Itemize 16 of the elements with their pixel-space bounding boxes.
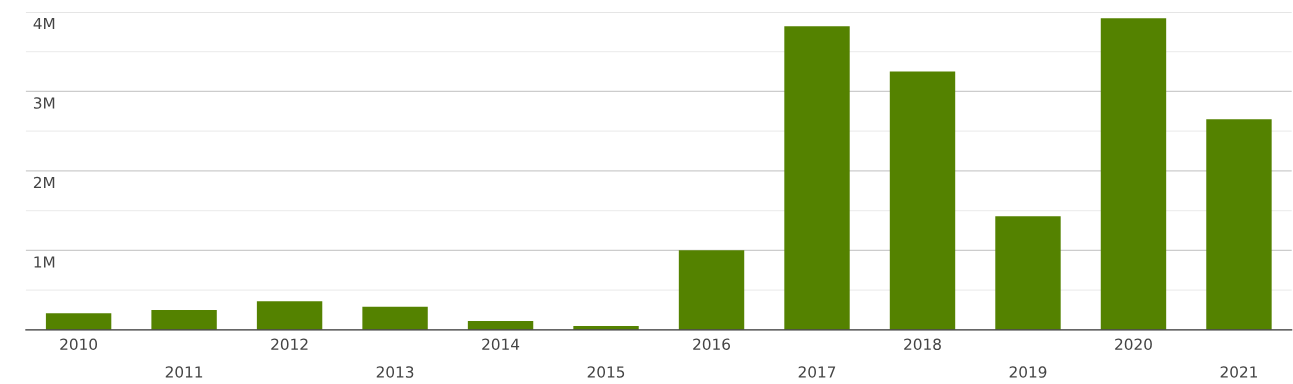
x-tick-label: 2011	[165, 366, 203, 378]
y-tick-label: 1M	[34, 256, 55, 268]
x-tick-label: 2021	[1220, 366, 1257, 378]
y-tick-label: 3M	[33, 97, 55, 109]
x-tick-label: 2013	[376, 366, 414, 378]
x-tick-label: 2014	[482, 338, 520, 351]
y-tick-label: 4M	[33, 17, 55, 30]
x-tick-label: 2016	[693, 338, 731, 351]
x-tick-label: 2010	[60, 338, 98, 351]
x-tick-label: 2017	[798, 366, 836, 378]
x-tick-label: 2018	[904, 338, 941, 351]
y-tick-label: 2M	[33, 176, 55, 189]
x-tick-label: 2020	[1115, 338, 1152, 351]
x-tick-label: 2019	[1009, 366, 1047, 378]
x-tick-label: 2012	[271, 338, 308, 351]
x-tick-label: 2015	[587, 366, 625, 378]
